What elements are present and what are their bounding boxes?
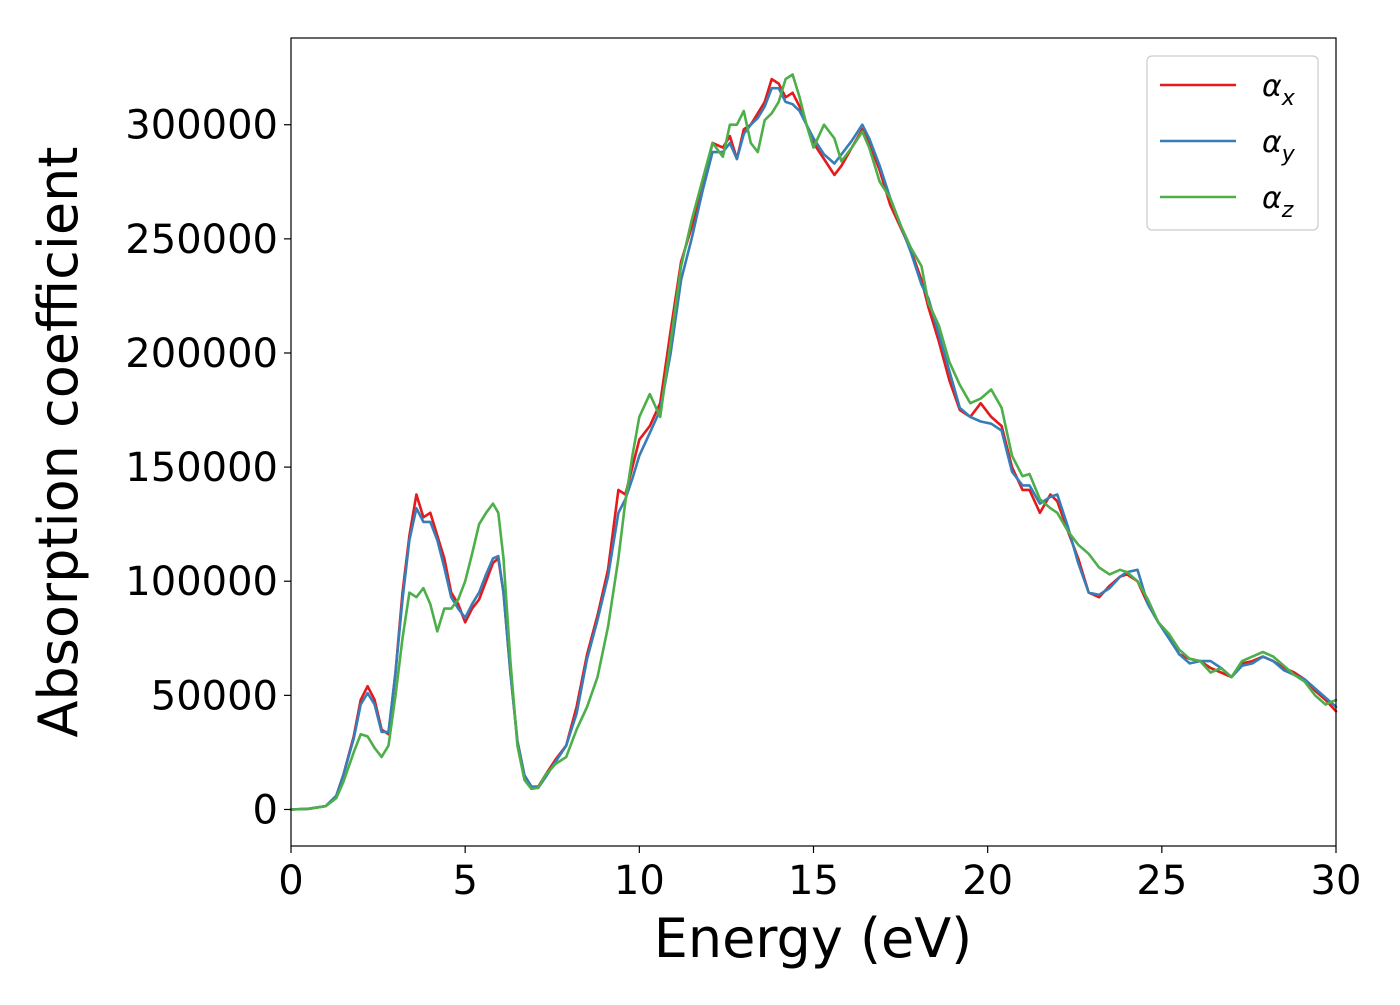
x-axis-title: Energy (eV) [654,907,973,970]
y-tick-label: 50000 [151,673,278,719]
y-tick-label: 0 [253,787,278,833]
y-tick-label: 150000 [125,445,278,491]
x-tick-label: 15 [788,858,839,904]
x-axis: 0 5 10 15 20 25 30 [278,846,1361,904]
x-tick-label: 30 [1311,858,1362,904]
y-tick-label: 250000 [125,217,278,263]
y-axis: 0 50000 100000 150000 200000 250000 300000 [125,103,291,833]
x-tick-label: 0 [278,858,303,904]
legend: αx αy αz [1146,55,1319,231]
x-tick-label: 20 [962,858,1013,904]
y-tick-label: 200000 [125,331,278,377]
legend-box [1146,55,1319,231]
y-axis-title: Absorption coefficient [27,147,90,738]
series-layer [289,73,1338,811]
legend-label-y: αy [1262,125,1296,167]
x-tick-label: 10 [614,858,665,904]
y-tick-label: 100000 [125,559,278,605]
series-line-z [289,73,1338,811]
x-tick-label: 25 [1136,858,1187,904]
y-tick-label: 300000 [125,103,278,149]
series-line-y [289,86,1338,811]
legend-label-x: αx [1262,69,1296,111]
legend-label-z: αz [1262,181,1294,223]
x-tick-label: 5 [452,858,477,904]
